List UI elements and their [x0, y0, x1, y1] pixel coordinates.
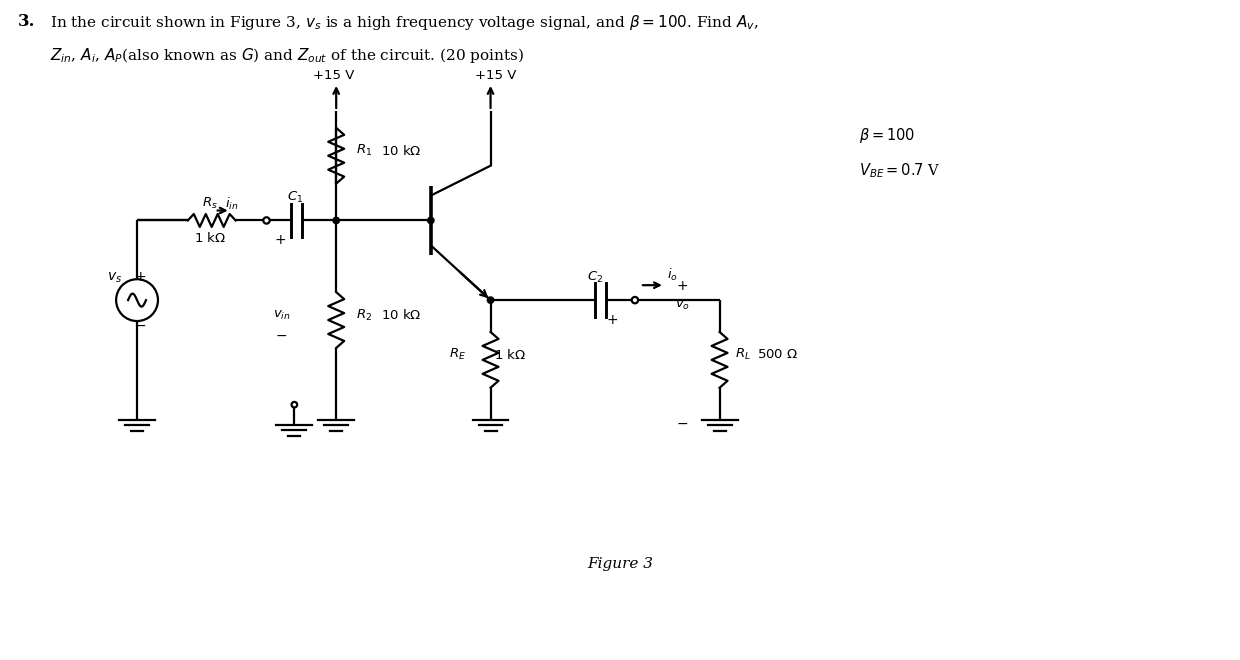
- Text: $-$: $-$: [134, 318, 146, 332]
- Text: $R_L$: $R_L$: [734, 347, 750, 362]
- Text: $v_{in}$: $v_{in}$: [273, 308, 290, 321]
- Circle shape: [334, 217, 340, 224]
- Text: $C_2$: $C_2$: [587, 270, 603, 284]
- Text: $\beta =100$: $\beta =100$: [859, 126, 915, 145]
- Text: $-$: $-$: [676, 416, 688, 430]
- Text: +: +: [606, 313, 618, 327]
- Text: +15 V: +15 V: [475, 69, 516, 82]
- Text: +: +: [274, 234, 286, 248]
- Circle shape: [487, 297, 494, 304]
- Text: In the circuit shown in Figure 3, $v_s$ is a high frequency voltage signal, and : In the circuit shown in Figure 3, $v_s$ …: [51, 13, 759, 32]
- Text: 1 k$\Omega$: 1 k$\Omega$: [193, 232, 226, 246]
- Text: +15 V: +15 V: [312, 69, 353, 82]
- Text: $R_s$: $R_s$: [202, 196, 218, 211]
- Text: 10 k$\Omega$: 10 k$\Omega$: [381, 144, 422, 158]
- Text: 500 $\Omega$: 500 $\Omega$: [758, 348, 799, 362]
- Text: 3.: 3.: [17, 13, 35, 30]
- Text: $v_o$: $v_o$: [675, 298, 689, 312]
- Text: $V_{BE} =0.7$ V: $V_{BE} =0.7$ V: [859, 161, 940, 180]
- Text: $v_s$: $v_s$: [107, 271, 122, 285]
- Text: +: +: [677, 279, 688, 293]
- Text: $C_1$: $C_1$: [288, 190, 304, 205]
- Text: $Z_{in}$, $A_i$, $A_P$(also known as $G$) and $Z_{out}$ of the circuit. (20 poin: $Z_{in}$, $A_i$, $A_P$(also known as $G$…: [51, 46, 525, 65]
- Text: $R_2$: $R_2$: [356, 308, 372, 323]
- Text: $R_E$: $R_E$: [449, 347, 466, 362]
- Text: 1 k$\Omega$: 1 k$\Omega$: [494, 348, 526, 362]
- Text: 10 k$\Omega$: 10 k$\Omega$: [381, 308, 422, 322]
- Text: $-$: $-$: [275, 328, 288, 342]
- Text: +: +: [135, 270, 146, 284]
- Text: $i_{in}$: $i_{in}$: [224, 195, 238, 212]
- Text: $i_o$: $i_o$: [667, 267, 678, 283]
- Text: Figure 3: Figure 3: [587, 557, 653, 571]
- Circle shape: [428, 217, 434, 224]
- Text: $R_1$: $R_1$: [356, 143, 372, 158]
